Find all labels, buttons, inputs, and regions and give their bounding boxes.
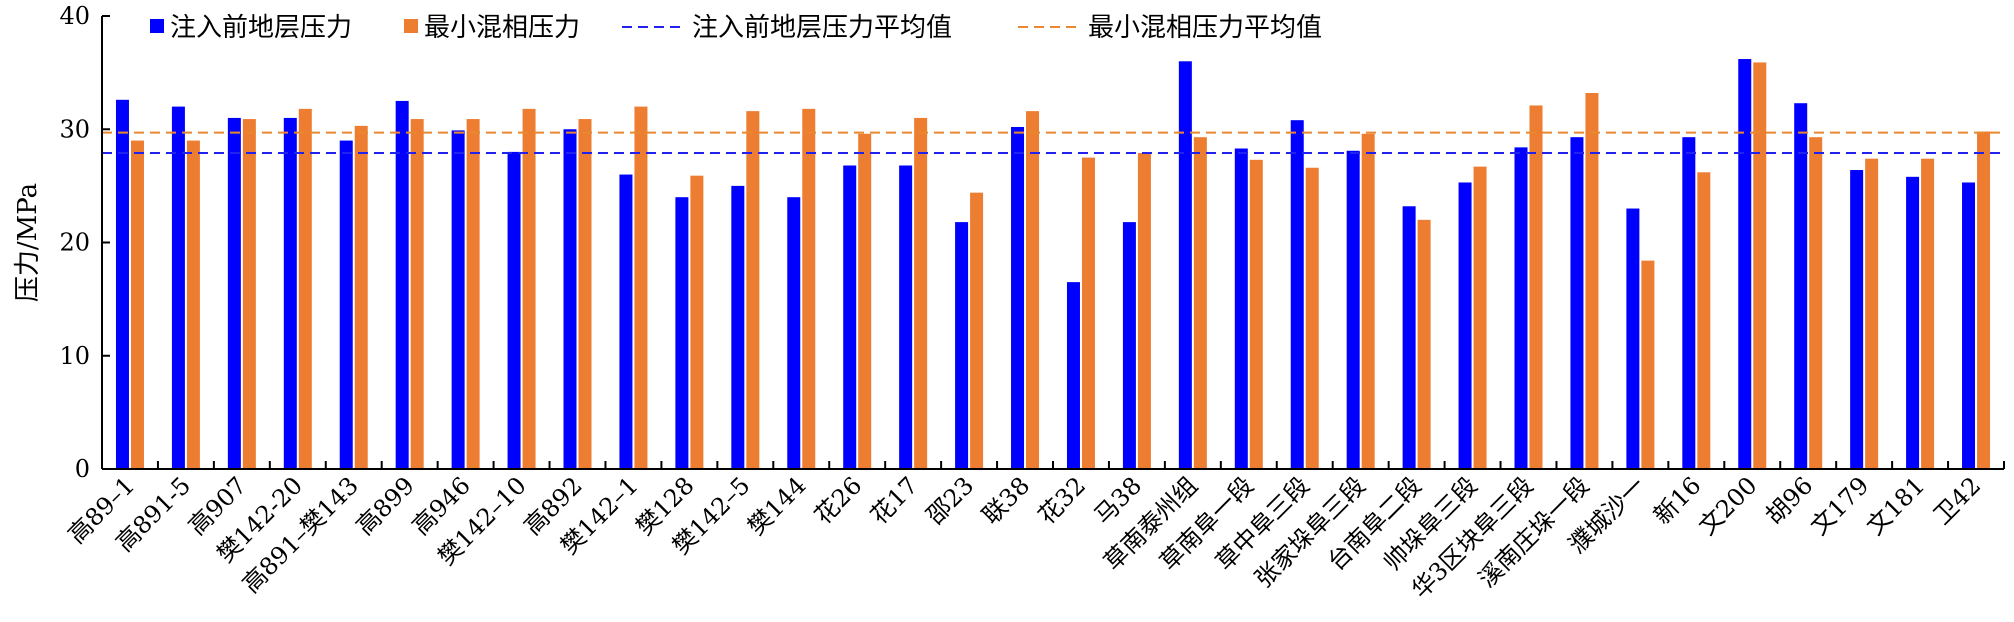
x-category-label-16: 联38	[977, 471, 1035, 529]
bar-min-miscible-pressure-22	[1361, 133, 1375, 469]
bar-injection-pressure-4	[339, 140, 353, 469]
bar-injection-pressure-3	[283, 117, 297, 470]
y-tick-label-0: 0	[75, 455, 90, 483]
x-category-label-14: 花17	[865, 471, 923, 529]
bar-min-miscible-pressure-29	[1753, 62, 1767, 470]
bar-injection-pressure-33	[1962, 182, 1976, 470]
legend-marker-injection-pressure	[150, 19, 164, 33]
bar-min-miscible-pressure-33	[1977, 131, 1991, 469]
bar-injection-pressure-20	[1234, 148, 1248, 469]
legend-label-injection-average: 注入前地层压力平均值	[692, 13, 952, 43]
bar-min-miscible-pressure-6	[466, 119, 480, 470]
bar-min-miscible-pressure-2	[242, 119, 256, 470]
bar-min-miscible-pressure-5	[410, 119, 424, 470]
bar-injection-pressure-18	[1122, 222, 1136, 469]
bar-min-miscible-pressure-20	[1249, 159, 1263, 469]
bar-min-miscible-pressure-18	[1137, 153, 1151, 469]
bar-injection-pressure-27	[1626, 208, 1640, 469]
y-tick-label-3: 30	[59, 115, 90, 143]
y-tick-label-2: 20	[59, 229, 90, 257]
bar-min-miscible-pressure-1	[186, 140, 200, 469]
bar-min-miscible-pressure-30	[1809, 137, 1823, 470]
bar-injection-pressure-8	[563, 129, 577, 469]
x-category-label-29: 文200	[1693, 471, 1762, 540]
legend-label-min-miscible-pressure: 最小混相压力	[424, 13, 580, 43]
bar-min-miscible-pressure-4	[354, 125, 368, 469]
bar-injection-pressure-7	[507, 151, 521, 469]
reference-lines	[102, 131, 2004, 155]
y-tick-label-4: 40	[59, 2, 90, 30]
bar-injection-pressure-6	[451, 130, 465, 469]
bar-injection-pressure-24	[1458, 182, 1472, 470]
bar-injection-pressure-21	[1290, 120, 1304, 469]
bar-min-miscible-pressure-7	[522, 108, 536, 470]
x-category-label-17: 花32	[1033, 471, 1091, 529]
bar-injection-pressure-15	[955, 222, 969, 469]
bar-injection-pressure-16	[1011, 126, 1025, 470]
bar-min-miscible-pressure-13	[858, 133, 872, 469]
bar-injection-pressure-26	[1570, 137, 1584, 470]
bar-injection-pressure-12	[787, 197, 801, 469]
x-category-label-31: 文179	[1805, 471, 1874, 540]
legend-label-injection-pressure: 注入前地层压力	[170, 13, 352, 43]
bar-min-miscible-pressure-9	[634, 106, 648, 469]
bar-min-miscible-pressure-23	[1417, 219, 1431, 469]
bar-injection-pressure-30	[1794, 103, 1808, 469]
bar-injection-pressure-13	[843, 165, 857, 470]
x-category-label-15: 邵23	[921, 471, 979, 529]
plot-marks	[115, 59, 1991, 470]
bar-injection-pressure-23	[1402, 206, 1416, 469]
bar-min-miscible-pressure-32	[1921, 158, 1935, 469]
bar-injection-pressure-25	[1514, 147, 1528, 469]
y-axis-title: 压力/MPa	[13, 183, 43, 302]
bar-min-miscible-pressure-31	[1865, 158, 1879, 469]
bar-min-miscible-pressure-24	[1473, 166, 1487, 469]
bar-injection-pressure-28	[1682, 137, 1696, 470]
bar-min-miscible-pressure-8	[578, 119, 592, 470]
bar-injection-pressure-0	[115, 99, 129, 470]
bar-min-miscible-pressure-25	[1529, 105, 1543, 469]
bar-min-miscible-pressure-14	[914, 117, 928, 470]
bar-min-miscible-pressure-0	[130, 140, 144, 469]
bar-min-miscible-pressure-3	[298, 108, 312, 470]
y-tick-label-1: 10	[59, 342, 90, 370]
bar-min-miscible-pressure-26	[1585, 93, 1599, 469]
legend-label-min-miscible-average: 最小混相压力平均值	[1088, 13, 1322, 43]
bar-injection-pressure-9	[619, 174, 633, 470]
x-category-label-32: 文181	[1861, 471, 1930, 540]
bar-min-miscible-pressure-12	[802, 108, 816, 470]
bar-min-miscible-pressure-21	[1305, 167, 1319, 469]
bar-injection-pressure-11	[731, 185, 745, 469]
bar-min-miscible-pressure-15	[970, 192, 984, 470]
bar-injection-pressure-5	[395, 100, 409, 469]
bar-injection-pressure-10	[675, 197, 689, 469]
bar-injection-pressure-29	[1738, 59, 1752, 469]
bar-injection-pressure-22	[1346, 150, 1360, 469]
bar-min-miscible-pressure-16	[1026, 111, 1040, 469]
bar-injection-pressure-2	[227, 117, 241, 470]
bar-injection-pressure-19	[1178, 61, 1192, 470]
bar-min-miscible-pressure-17	[1081, 157, 1095, 469]
x-category-label-12: 樊144	[742, 471, 811, 540]
x-category-label-33: 卫42	[1928, 471, 1986, 529]
bar-injection-pressure-17	[1066, 282, 1080, 469]
bar-injection-pressure-31	[1850, 170, 1864, 469]
bar-injection-pressure-14	[899, 165, 913, 470]
legend: 注入前地层压力 最小混相压力 注入前地层压力平均值 最小混相压力平均值	[150, 13, 1322, 43]
x-category-label-5: 高899	[351, 471, 420, 540]
bar-injection-pressure-32	[1906, 176, 1920, 469]
legend-marker-min-miscible-pressure	[404, 19, 418, 33]
bar-min-miscible-pressure-27	[1641, 260, 1655, 469]
bar-min-miscible-pressure-19	[1193, 137, 1207, 470]
x-category-label-13: 花26	[809, 471, 867, 529]
bar-injection-pressure-1	[171, 106, 185, 469]
bar-min-miscible-pressure-10	[690, 175, 704, 469]
bar-min-miscible-pressure-11	[746, 111, 760, 469]
bar-min-miscible-pressure-28	[1697, 172, 1711, 469]
